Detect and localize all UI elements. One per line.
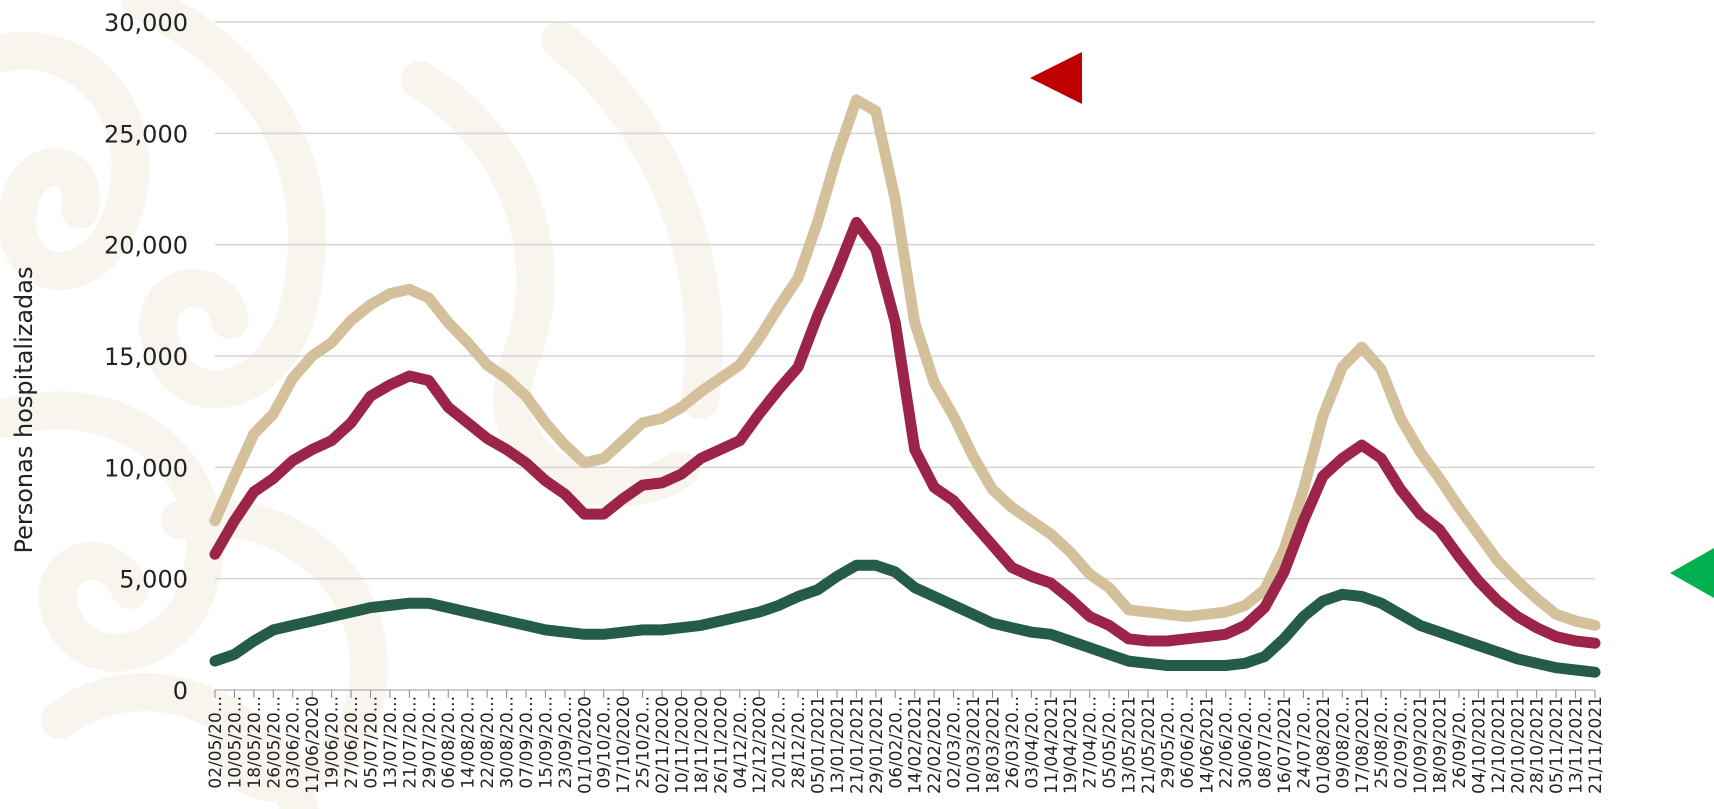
x-tick-label: 12/10/2021 — [1489, 696, 1509, 794]
x-tick-label: 29/05/20... — [1158, 696, 1178, 789]
x-tick-label: 03/04/20... — [1022, 696, 1042, 789]
y-tick-label: 25,000 — [104, 120, 188, 148]
x-tick-label: 27/06/20... — [342, 696, 362, 789]
series-line-1 — [209, 94, 1601, 631]
x-tick-label: 02/09/20... — [1392, 696, 1412, 789]
x-tick-label: 06/02/20... — [886, 696, 906, 789]
y-tick-label: 15,000 — [104, 343, 188, 371]
ornament-swirl — [161, 498, 388, 802]
x-tick-label: 07/09/20... — [517, 696, 537, 789]
x-tick-label: 05/01/2021 — [809, 696, 829, 794]
x-tick-label: 14/02/2021 — [906, 696, 926, 794]
x-tick-label: 10/09/2021 — [1411, 696, 1431, 794]
x-tick-label: 18/03/2021 — [983, 696, 1003, 794]
x-tick-label: 14/08/20... — [459, 696, 479, 789]
x-tick-label: 17/10/2020 — [614, 696, 634, 794]
x-tick-label: 09/10/20... — [595, 696, 615, 789]
series-line-2 — [209, 216, 1601, 649]
x-tick-label: 23/09/20... — [556, 696, 576, 789]
x-tick-label: 30/08/20... — [498, 696, 518, 789]
x-tick-label: 02/05/20... — [206, 696, 226, 789]
x-tick-label: 14/06/2021 — [1197, 696, 1217, 794]
x-tick-label: 29/07/20... — [420, 696, 440, 789]
x-tick-label: 05/11/2021 — [1547, 696, 1567, 794]
x-tick-label: 27/04/20... — [1081, 696, 1101, 789]
x-tick-label: 02/11/2020 — [653, 696, 673, 794]
red-arrow-marker — [1030, 52, 1082, 104]
x-tick-label: 26/03/20... — [1003, 696, 1023, 789]
green-arrow-marker — [1670, 548, 1714, 598]
y-tick-label: 10,000 — [104, 454, 188, 482]
y-tick-label: 0 — [173, 677, 188, 705]
x-tick-label: 18/09/2021 — [1431, 696, 1451, 794]
y-tick-label: 5,000 — [119, 566, 188, 594]
x-tick-label: 28/12/20... — [789, 696, 809, 789]
x-tick-label: 18/11/2020 — [692, 696, 712, 794]
x-tick-label: 26/11/2020 — [711, 696, 731, 794]
background-ornament — [0, 0, 723, 809]
ornament-swirl — [0, 32, 150, 290]
x-tick-label: 21/01/2021 — [847, 696, 867, 794]
series-line-3 — [209, 559, 1601, 678]
x-tick-label: 13/07/20... — [381, 696, 401, 789]
x-tick-label: 10/03/2021 — [964, 696, 984, 794]
x-tick-label: 25/10/20... — [634, 696, 654, 789]
x-tick-label: 05/05/20... — [1100, 696, 1120, 789]
x-tick-label: 24/07/20... — [1294, 696, 1314, 789]
ornament-swirl — [401, 61, 699, 507]
x-tick-label: 22/02/2021 — [925, 696, 945, 794]
y-tick-label: 20,000 — [104, 232, 188, 260]
x-tick-label: 21/07/20... — [400, 696, 420, 789]
x-tick-label: 01/10/2020 — [575, 696, 595, 794]
ornament-swirl — [41, 673, 319, 809]
x-tick-label: 11/06/2020 — [303, 696, 323, 794]
x-tick-label: 13/01/2021 — [828, 696, 848, 794]
x-tick-label: 06/08/20... — [439, 696, 459, 789]
x-tick-label: 04/10/2021 — [1469, 696, 1489, 794]
x-tick-label: 22/06/20... — [1217, 696, 1237, 789]
x-tick-label: 26/09/20... — [1450, 696, 1470, 789]
x-tick-label: 30/06/20... — [1236, 696, 1256, 789]
x-tick-label: 12/12/2020 — [750, 696, 770, 794]
y-tick-label: 30,000 — [104, 9, 188, 37]
x-tick-label: 21/11/2021 — [1586, 696, 1606, 794]
ornament-swirl — [0, 391, 224, 672]
x-tick-label: 10/05/20... — [225, 696, 245, 789]
x-tick-label: 28/10/2021 — [1528, 696, 1548, 794]
ornament-swirl — [541, 21, 723, 419]
x-tick-label: 08/07/20... — [1256, 696, 1276, 789]
x-tick-label: 02/03/20... — [945, 696, 965, 789]
x-tick-label: 20/12/20... — [770, 696, 790, 789]
x-tick-label: 04/12/20... — [731, 696, 751, 789]
x-tick-label: 09/08/20... — [1333, 696, 1353, 789]
x-tick-label: 06/06/20... — [1178, 696, 1198, 789]
x-tick-label: 13/11/2021 — [1567, 696, 1587, 794]
x-tick-label: 29/01/2021 — [867, 696, 887, 794]
x-tick-label: 10/11/2020 — [672, 696, 692, 794]
y-axis-title: Personas hospitalizadas — [10, 267, 38, 554]
x-tick-label: 22/08/20... — [478, 696, 498, 789]
x-tick-label: 13/05/2021 — [1120, 696, 1140, 794]
x-tick-label: 15/09/20... — [536, 696, 556, 789]
x-tick-label: 21/05/2021 — [1139, 696, 1159, 794]
x-tick-label: 26/05/20... — [264, 696, 284, 789]
x-tick-label: 19/04/2021 — [1061, 696, 1081, 794]
x-tick-label: 16/07/2021 — [1275, 696, 1295, 794]
x-tick-label: 03/06/20... — [284, 696, 304, 789]
x-tick-label: 05/07/20... — [361, 696, 381, 789]
x-tick-label: 19/06/20... — [323, 696, 343, 789]
x-tick-label: 20/10/2021 — [1508, 696, 1528, 794]
x-tick-label: 18/05/20... — [245, 696, 265, 789]
x-tick-label: 01/08/2021 — [1314, 696, 1334, 794]
x-tick-label: 17/08/2021 — [1353, 696, 1373, 794]
x-tick-label: 11/04/2021 — [1042, 696, 1062, 794]
ornament-swirl — [121, 0, 326, 409]
x-tick-label: 25/08/20... — [1372, 696, 1392, 789]
